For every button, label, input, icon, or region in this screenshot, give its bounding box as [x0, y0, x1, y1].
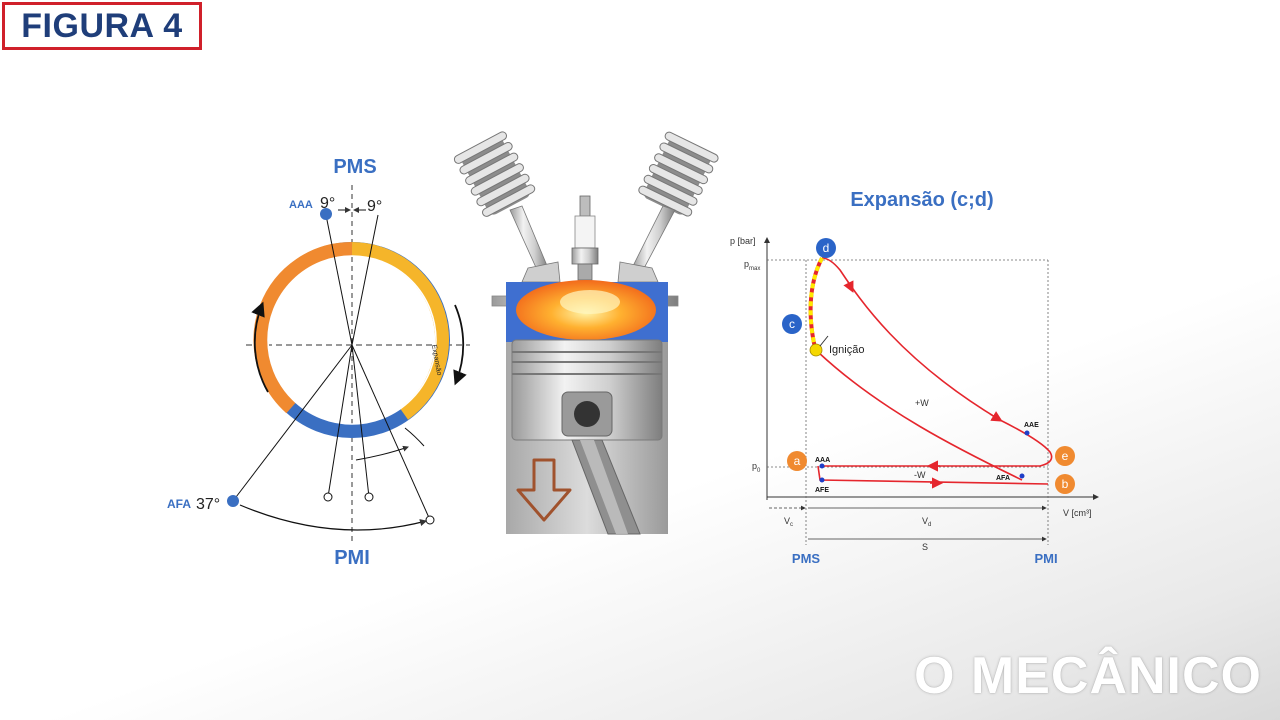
pv-grid-lines	[767, 259, 1049, 545]
node-a: a	[787, 451, 807, 471]
vd-label: Vd	[922, 516, 931, 528]
aae-dot	[1024, 430, 1030, 436]
spark-plug	[571, 195, 599, 281]
pms-label: PMS	[333, 156, 376, 178]
pv-afa-label: AFA	[996, 475, 1010, 482]
aae-label: AAE	[1024, 422, 1039, 429]
afa-angle-arc	[239, 504, 428, 531]
marker-circle-2	[364, 492, 374, 502]
piston	[511, 339, 663, 441]
ignition-plug-icon	[819, 335, 829, 347]
brand-text: O MECÂNICO	[914, 647, 1262, 705]
afe-dot	[819, 477, 825, 483]
plus-w-label: +W	[915, 398, 929, 408]
combustion-segment	[808, 257, 824, 353]
down-arrow	[516, 458, 572, 522]
afa-point	[227, 495, 239, 507]
left-valve-head	[521, 261, 561, 283]
svg-text:d: d	[823, 241, 830, 255]
aaa-dot	[819, 463, 825, 469]
minus-w-label: -W	[914, 470, 926, 480]
s-label: S	[922, 542, 928, 552]
left-valve-stem	[509, 205, 549, 273]
svg-text:b: b	[1062, 477, 1069, 491]
node-c: c	[782, 314, 802, 334]
p0-label: p0	[752, 461, 761, 474]
ring-expansion-arc	[351, 242, 450, 420]
connecting-rod-highlight	[580, 440, 628, 534]
right-valve-stem	[631, 205, 676, 273]
svg-text:a: a	[794, 454, 801, 468]
figure-title: FIGURA 4	[2, 2, 202, 50]
afa-dot	[1019, 473, 1025, 479]
marker-circle-1	[323, 492, 333, 502]
pmax-label: pmax	[744, 259, 760, 272]
rotation-arrow-left	[251, 301, 269, 393]
ring-orange-arc	[253, 241, 353, 414]
svg-text:e: e	[1062, 449, 1069, 463]
pv-diagram: Expansão (c;d) p [bar] V [cm³] pmax p0 V…	[730, 189, 1099, 566]
node-e: e	[1055, 446, 1075, 466]
ignition-spark-icon	[809, 343, 823, 357]
aaa-angle-right: 9°	[367, 198, 382, 215]
compression-curve	[817, 351, 1023, 481]
left-valve-spring	[453, 131, 536, 217]
right-valve-head	[617, 261, 659, 283]
afa-label: AFA	[167, 497, 191, 511]
inner-angle-tick	[404, 427, 425, 447]
vc-label: Vc	[784, 516, 793, 528]
ignition-label: Ignição	[829, 344, 864, 356]
brand-logo: O MECÂNICO	[914, 646, 1262, 706]
engine-illustration	[453, 131, 719, 535]
marker-circle-3	[425, 515, 435, 525]
aaa-label: AAA	[289, 199, 313, 211]
pmi-label: PMI	[334, 547, 370, 569]
aaa-angle-left: 9°	[320, 195, 335, 212]
svg-text:c: c	[789, 317, 795, 331]
node-d: d	[816, 238, 836, 258]
expansion-arrow-2	[989, 411, 1003, 422]
pv-pms-label: PMS	[792, 551, 821, 566]
crank-lines	[232, 214, 431, 521]
figure-title-text: FIGURA 4	[21, 6, 183, 45]
afa-angle: 37°	[196, 496, 220, 513]
expansion-curve	[821, 257, 1053, 467]
expansion-arrow	[843, 280, 854, 293]
right-valve-spring	[638, 131, 719, 217]
pv-y-axis-label: p [bar]	[730, 236, 756, 246]
pv-aaa-label: AAA	[815, 457, 830, 464]
pv-title: Expansão (c;d)	[850, 189, 993, 211]
inner-angle-arc	[355, 445, 409, 461]
ring-inner-edge	[267, 255, 437, 425]
afe-label: AFE	[815, 487, 829, 494]
node-b: b	[1055, 474, 1075, 494]
pv-pmi-label: PMI	[1034, 551, 1057, 566]
flame-core	[560, 290, 620, 314]
aaa-point	[320, 208, 332, 220]
pv-x-axis-label: V [cm³]	[1063, 508, 1092, 518]
rotation-arrow-right	[453, 304, 467, 386]
valve-timing-diagram: PMS PMI Expansão AAA	[167, 156, 470, 569]
